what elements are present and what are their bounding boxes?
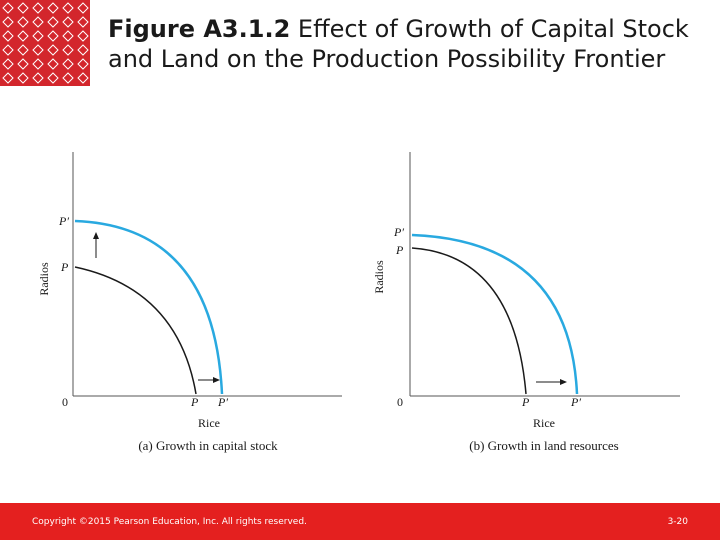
panel-a-old-frontier-x-label: P <box>190 395 199 409</box>
panel-a-y-axis-label: Radios <box>37 262 51 296</box>
panel-a-new-frontier-y-label: P′ <box>58 214 69 228</box>
title-line-1: Effect of Growth of Capital Stock <box>297 15 689 43</box>
panel-b-caption: (b) Growth in land resources <box>469 438 618 453</box>
panel-b-old-frontier-y-label: P <box>395 243 404 257</box>
slide-number: 3-20 <box>667 517 688 527</box>
panel-b-x-axis-label: Rice <box>533 416 555 430</box>
figure-number: Figure A3.1.2 <box>108 15 291 43</box>
panel-b-old-frontier-x-label: P <box>521 395 530 409</box>
footer-bar: Copyright ©2015 Pearson Education, Inc. … <box>0 503 720 540</box>
panel-b-y-axis-label: Radios <box>372 260 386 294</box>
panel-a-old-frontier <box>74 266 197 395</box>
panel-b: P′ P 0 P P′ Radios Rice (b) Growth in la… <box>372 152 680 453</box>
panel-b-old-frontier <box>411 247 527 395</box>
panel-a-caption: (a) Growth in capital stock <box>138 438 278 453</box>
ppf-diagram: P′ P 0 P P′ Radios Rice (a) Growth in ca… <box>37 152 680 453</box>
panel-a-x-axis-label: Rice <box>198 416 220 430</box>
title-line-2: and Land on the Production Possibility F… <box>108 45 666 73</box>
panel-b-origin-label: 0 <box>397 395 403 409</box>
panel-b-new-frontier-x-label: P′ <box>570 395 581 409</box>
slide-title: Figure A3.1.2 Effect of Growth of Capita… <box>108 14 708 74</box>
woven-pattern-logo <box>0 0 90 86</box>
panel-b-new-frontier-y-label: P′ <box>393 225 404 239</box>
panel-a: P′ P 0 P P′ Radios Rice (a) Growth in ca… <box>37 152 342 453</box>
panel-b-new-frontier <box>411 233 579 395</box>
panel-a-old-frontier-y-label: P <box>60 260 69 274</box>
panel-a-new-frontier-x-label: P′ <box>217 395 228 409</box>
copyright-notice: Copyright ©2015 Pearson Education, Inc. … <box>32 517 307 527</box>
panel-a-new-frontier <box>74 219 224 395</box>
panel-a-origin-label: 0 <box>62 395 68 409</box>
